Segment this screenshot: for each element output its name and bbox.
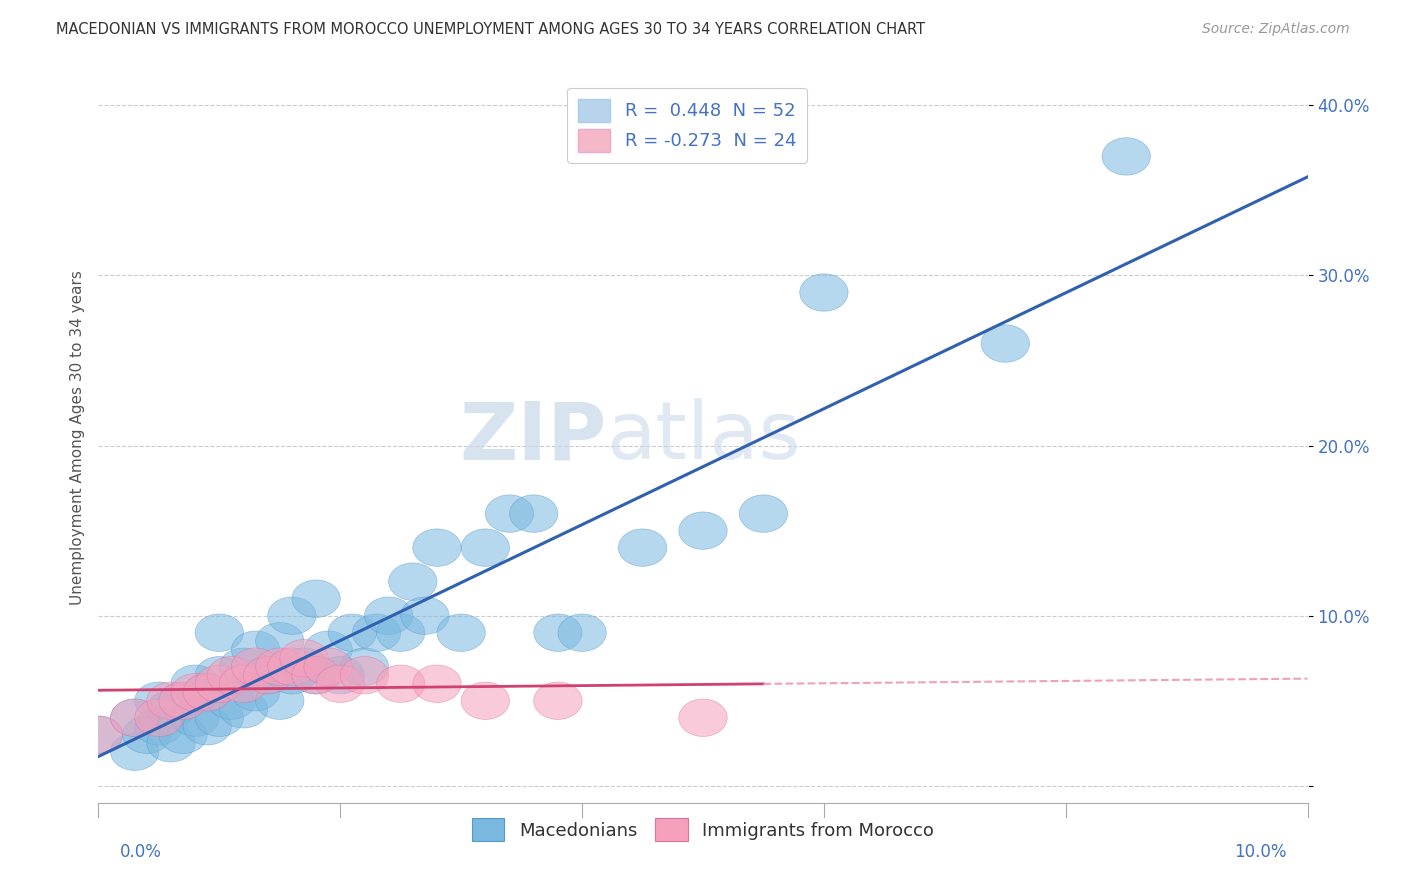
Text: Source: ZipAtlas.com: Source: ZipAtlas.com xyxy=(1202,22,1350,37)
Text: 0.0%: 0.0% xyxy=(120,843,162,861)
Text: MACEDONIAN VS IMMIGRANTS FROM MOROCCO UNEMPLOYMENT AMONG AGES 30 TO 34 YEARS COR: MACEDONIAN VS IMMIGRANTS FROM MOROCCO UN… xyxy=(56,22,925,37)
Legend: Macedonians, Immigrants from Morocco: Macedonians, Immigrants from Morocco xyxy=(464,811,942,848)
Text: ZIP: ZIP xyxy=(458,398,606,476)
Text: atlas: atlas xyxy=(606,398,800,476)
Text: 10.0%: 10.0% xyxy=(1234,843,1286,861)
Y-axis label: Unemployment Among Ages 30 to 34 years: Unemployment Among Ages 30 to 34 years xyxy=(69,269,84,605)
